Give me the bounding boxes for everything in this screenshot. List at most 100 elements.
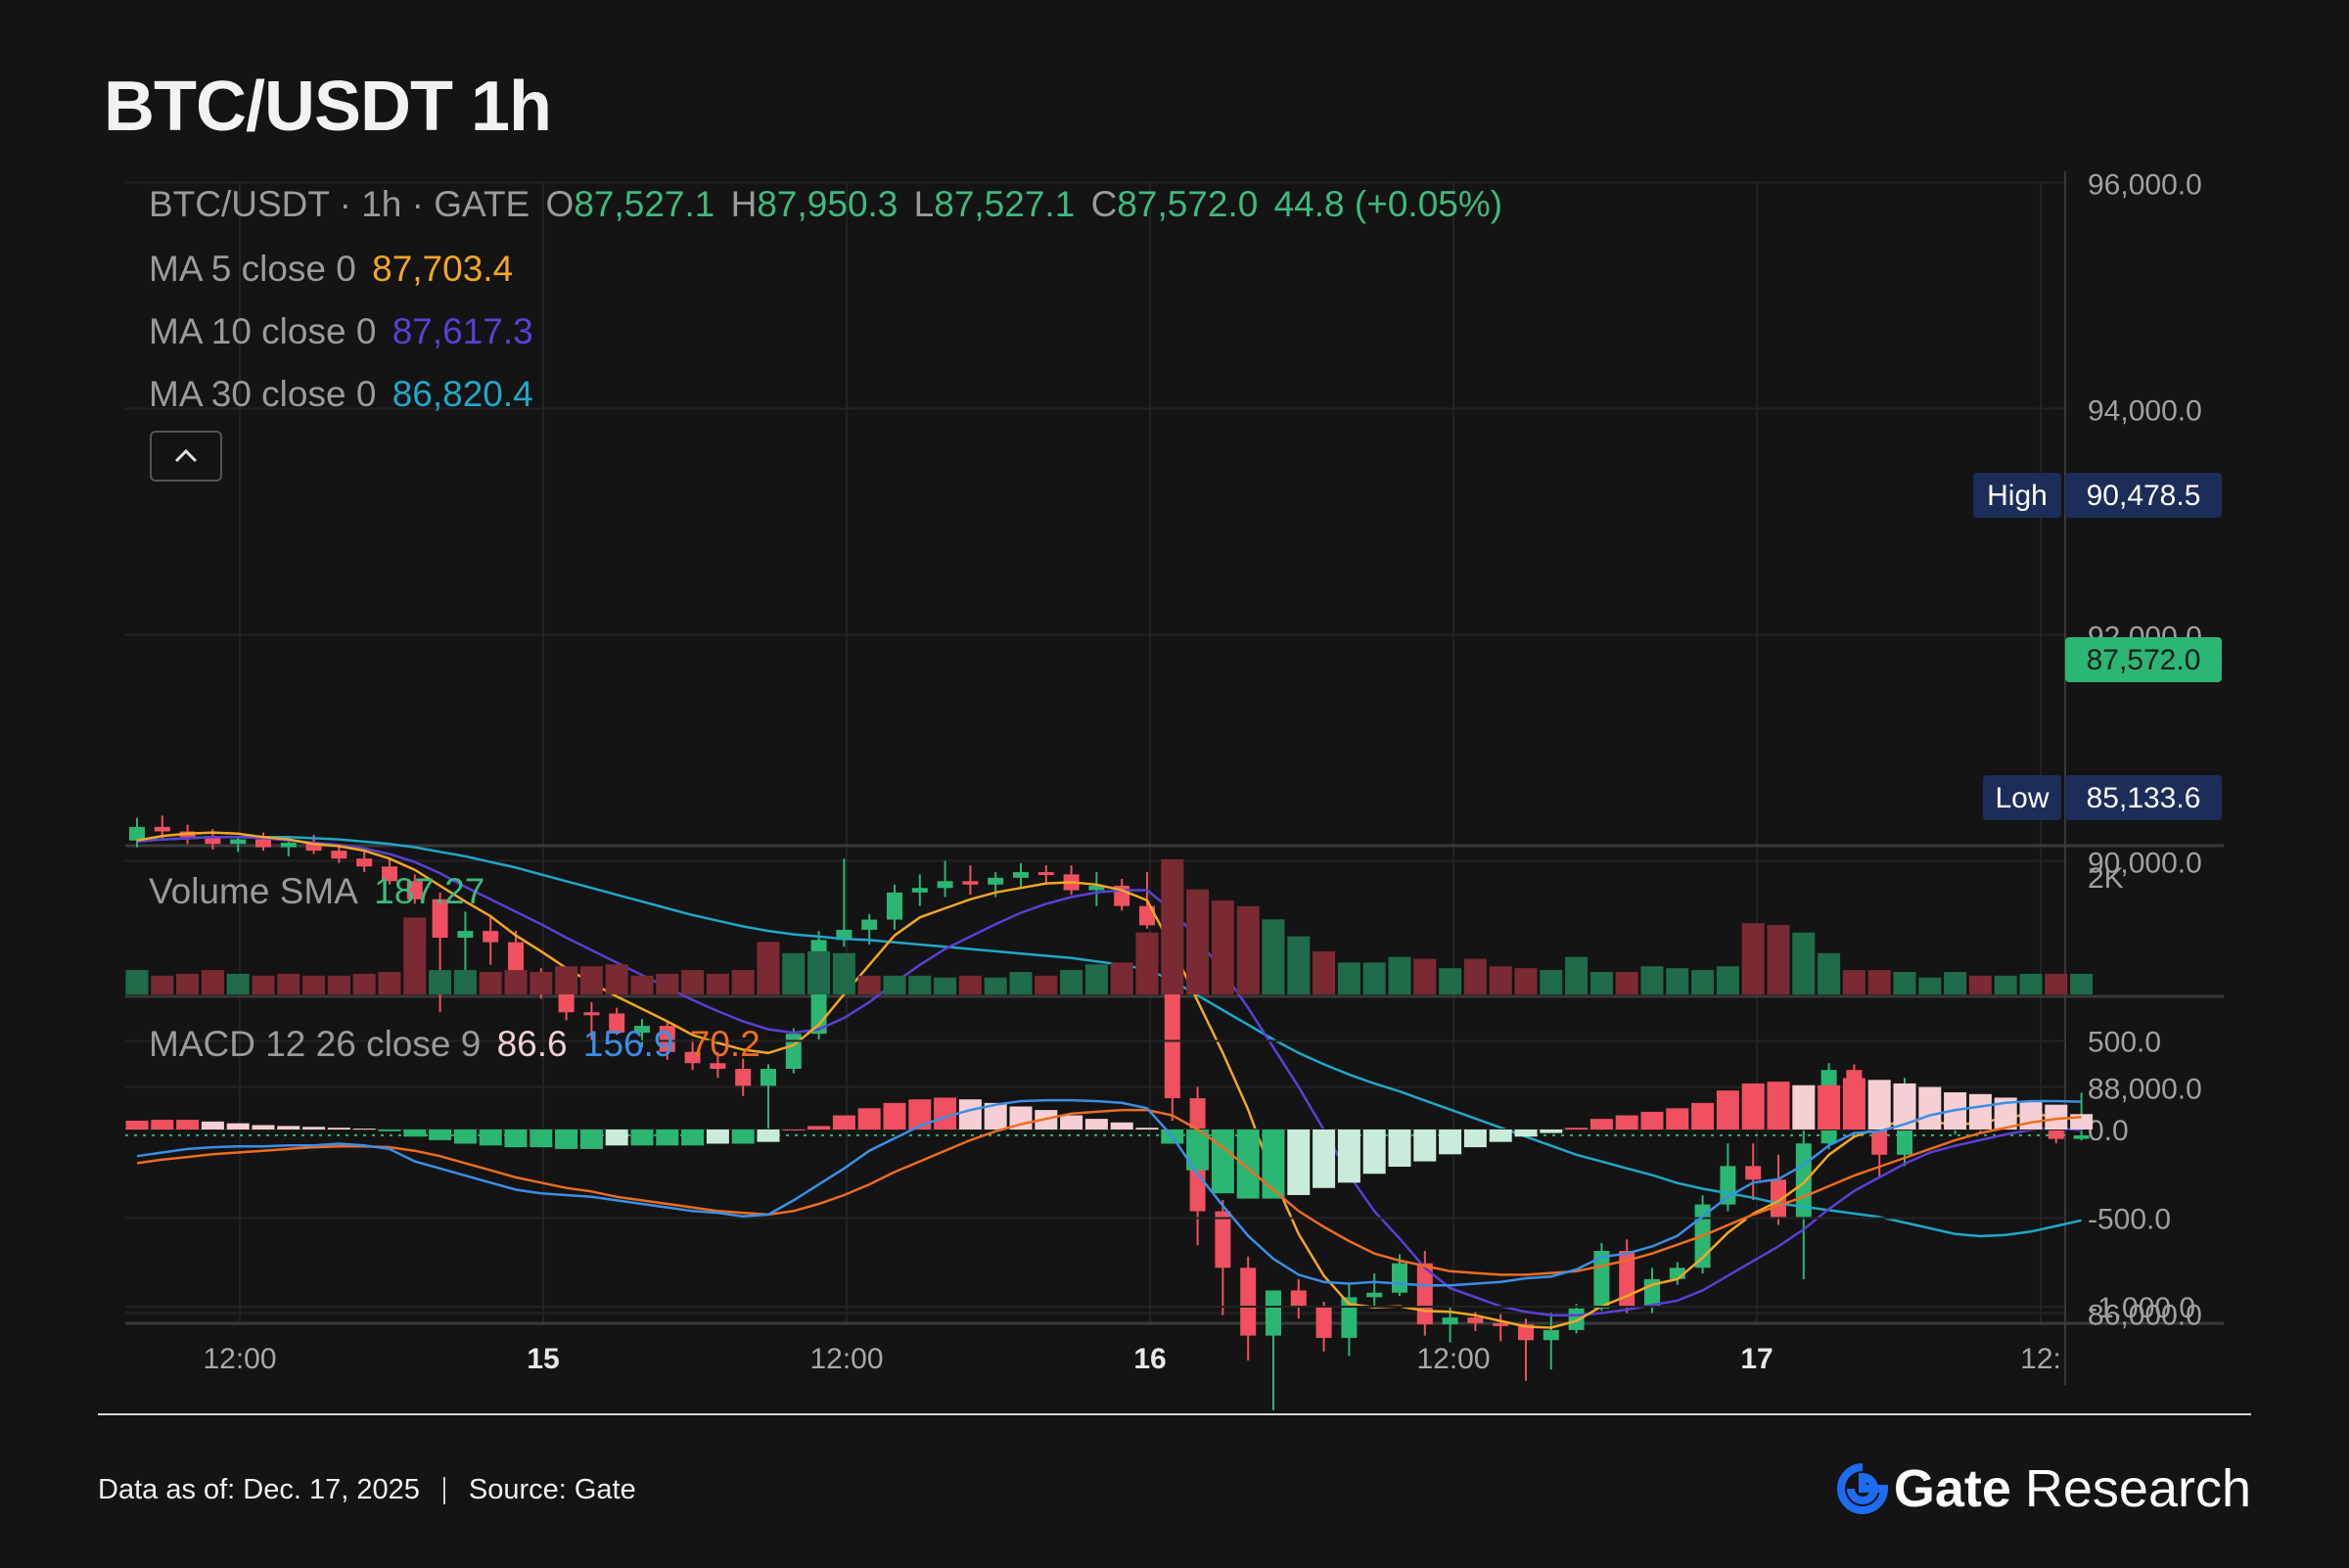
ma10-value: 87,617.3 [392,311,533,351]
volume-bar [706,973,729,994]
candle-body [1240,1268,1257,1336]
volume-bar [403,917,427,994]
ma10-label: MA 10 close 0 [149,311,377,351]
macd-hist-bar [1463,1130,1487,1148]
high-badge-label-bg [1973,473,2061,518]
high-badge-value-bg [2065,473,2222,518]
macd-hist-bar [1313,1130,1336,1188]
macd-hist-bar [1540,1130,1563,1133]
volume-bar [579,966,603,994]
volume-bar [1236,905,1260,994]
volume-bar [1035,975,1058,994]
footer-source: Data as of: Dec. 17, 2025 Source: Gate [98,1474,636,1506]
macd-hist-bar [1439,1130,1462,1155]
volume-bar [1287,936,1311,994]
macd-hist-bar [1084,1119,1108,1130]
macd-hist-bar [1741,1083,1765,1130]
volume-bar [1388,956,1411,994]
volume-bar [1211,900,1234,994]
volume-bar [1110,962,1133,994]
macd-hist-bar [1968,1093,1992,1130]
collapse-legend-button[interactable] [150,431,222,482]
macd-hist-bar [1589,1119,1613,1130]
chevron-up-icon [174,448,198,463]
macd-hist-bar [1867,1080,1891,1130]
candle-body [1467,1317,1484,1323]
price-tick-label: 86,000.0 [2088,1300,2202,1332]
volume-bar [1994,975,2017,994]
macd-hist-bar [176,1120,200,1130]
macd-hist-bar [1514,1130,1538,1137]
time-tick-label: 12: [2020,1343,2061,1375]
macd-hist-bar [1236,1130,1260,1199]
time-tick-label: 12:00 [203,1343,276,1375]
macd-hist-bar [1287,1130,1311,1195]
volume-bar [883,975,906,994]
macd-hist-bar [1060,1115,1083,1130]
time-tick-label: 16 [1133,1343,1166,1375]
candle-body [508,942,524,979]
candle-body [887,892,902,920]
candle-body [1518,1324,1534,1341]
candle-body [1037,872,1054,876]
volume-bar [1362,962,1386,994]
volume-bar [302,975,326,994]
volume-bar [176,973,200,994]
volume-bar [731,970,755,994]
high-badge-value: 90,478.5 [2087,480,2201,512]
volume-bar [1918,977,1942,994]
macd-hist-bar [757,1130,780,1142]
ma5-value: 87,703.4 [372,249,514,289]
macd-hist-bar [1691,1102,1715,1130]
macd-hist-value: 86.6 [496,1024,568,1064]
ma10-line [136,835,2082,1317]
volume-bar [1439,968,1462,994]
candle-body [1720,1166,1736,1205]
volume-bar [1893,972,1916,994]
candle-body [382,866,397,882]
macd-hist-bar [327,1128,350,1130]
ma5-legend: MA 5 close 0 87,703.4 [149,249,519,290]
macd-hist-bar [1893,1083,1916,1130]
volume-bar [352,973,376,994]
macd-hist-bar [984,1102,1007,1130]
volume-label: Volume SMA [149,871,358,911]
candle-body [356,858,373,867]
volume-bar [605,964,628,994]
volume-bar [2019,973,2043,994]
volume-bar [125,970,149,994]
macd-legend: MACD 12 26 close 9 86.6 156.9 70.2 [149,1024,766,1065]
macd-line-value: 156.9 [582,1024,674,1064]
candle-body [1315,1307,1332,1338]
volume-bar [479,972,502,994]
volume-bar [2045,973,2068,994]
candle-body [305,843,322,852]
volume-bar [1337,962,1360,994]
macd-hist-bar [1489,1130,1512,1142]
volume-bar [1186,889,1210,994]
macd-signal-value: 70.2 [689,1024,760,1064]
volume-bar [908,975,932,994]
volume-bar [1867,970,1891,994]
volume-bar [1313,950,1336,994]
macd-tick-label: -500.0 [2088,1204,2171,1236]
macd-hist-bar [1135,1128,1159,1130]
candle-body [684,1051,701,1064]
volume-bar [453,970,477,994]
macd-hist-bar [832,1115,855,1130]
macd-hist-bar [1211,1130,1234,1194]
volume-bar [630,975,654,994]
volume-bar [1161,859,1184,994]
volume-bar [504,970,528,994]
time-tick-label: 12:00 [809,1343,883,1375]
volume-bar [1060,970,1083,994]
macd-hist-bar [1186,1130,1210,1171]
macd-hist-bar [1565,1128,1589,1130]
footer-separator [442,1477,445,1505]
macd-hist-bar [1842,1078,1865,1130]
macd-hist-bar [2045,1104,2068,1130]
macd-label: MACD 12 26 close 9 [149,1024,482,1064]
volume-bar [958,975,982,994]
volume-axis-label: 2K [2088,862,2124,895]
